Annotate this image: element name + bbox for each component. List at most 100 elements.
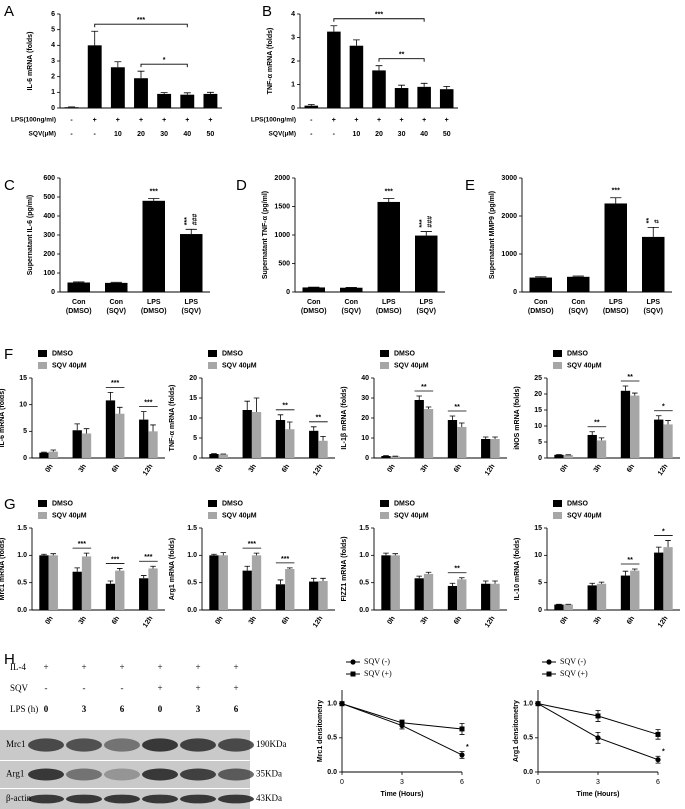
bar (663, 547, 673, 610)
condition-value: - (94, 131, 97, 138)
treatment-value: + (233, 662, 238, 672)
treatment-value: + (233, 683, 238, 693)
bar (563, 455, 573, 458)
point (339, 701, 345, 707)
error-bar (420, 231, 432, 236)
error-bar (458, 577, 465, 580)
x-tick-label: 0 (536, 779, 540, 786)
point (350, 659, 356, 665)
bar (218, 555, 228, 610)
blot-band (66, 738, 102, 752)
y-tick-label: 25 (534, 375, 542, 382)
error-bar (107, 580, 114, 584)
bar (457, 427, 467, 458)
x-tick-label: 3h (78, 615, 88, 626)
bar (275, 584, 286, 610)
significance-mark: ** (282, 403, 288, 410)
x-tick-label: Con (344, 299, 358, 306)
y-tick-label: 10 (361, 435, 369, 442)
x-tick-label: (SQV) (569, 308, 588, 315)
y-tick-label: 5 (23, 428, 27, 435)
condition-value: + (116, 117, 120, 124)
bar (390, 456, 400, 458)
condition-value: - (333, 131, 336, 138)
bar (302, 287, 325, 292)
y-tick-label: 1.0 (187, 552, 197, 559)
bar (377, 201, 400, 292)
x-tick-label: 3h (248, 463, 258, 474)
treatment-value: 0 (158, 704, 163, 714)
y-axis-label: Supernatant TNF-α (pg/ml) (262, 191, 269, 279)
x-tick-label: (SQV) (107, 308, 126, 315)
bar (64, 107, 79, 108)
bar (285, 429, 295, 458)
error-bar (665, 420, 671, 425)
x-tick-label: 3h (420, 463, 430, 474)
y-axis-label: IL-1β mRNA (folds) (341, 386, 348, 449)
y-axis-label: Mrc1 densitometry (317, 700, 324, 762)
y-tick-label: 5 (538, 580, 542, 587)
y-tick-label: 0.0 (523, 769, 533, 776)
bar (148, 568, 158, 610)
significance-mark: *** (419, 219, 426, 227)
x-tick-label: LPS (609, 299, 623, 306)
significance-bracket (94, 23, 188, 28)
bar (381, 456, 391, 458)
legend-label: DMSO (52, 350, 74, 357)
condition-label: LPS(100ng/ml) (11, 117, 56, 124)
error-bar (589, 431, 596, 435)
bar (318, 581, 328, 610)
bar (81, 556, 92, 610)
legend-swatch (553, 362, 562, 369)
panel-letter: E (465, 177, 475, 194)
condition-value: - (70, 131, 73, 138)
blot-band (104, 768, 140, 781)
y-tick-label: 4 (51, 42, 55, 49)
y-tick-label: 1.5 (17, 525, 27, 532)
bar (439, 89, 454, 108)
significance-mark: *** (375, 12, 383, 19)
condition-value: 50 (207, 131, 215, 138)
error-bar (383, 198, 395, 202)
bar (642, 236, 665, 292)
bar (72, 430, 82, 458)
error-bar (416, 575, 423, 579)
bar (148, 431, 158, 458)
y-tick-label: 20 (361, 415, 369, 422)
y-tick-label: 1.0 (359, 552, 369, 559)
y-tick-label: 4 (291, 11, 295, 18)
bar (180, 94, 195, 108)
panel-letter: B (262, 3, 272, 20)
error-bar (320, 577, 326, 582)
error-bar (310, 577, 317, 582)
y-tick-label: 0 (291, 105, 295, 112)
condition-value: + (445, 117, 449, 124)
significance-mark: *** (184, 217, 191, 225)
y-axis-label: Arg1 mRNA (folds) (169, 538, 176, 600)
significance-mark: ** (627, 374, 633, 381)
error-bar (74, 567, 81, 572)
bar (481, 583, 491, 610)
significance-mark: *** (111, 556, 119, 563)
y-tick-label: 600 (43, 175, 55, 182)
blot-band (218, 794, 254, 804)
error-bar (137, 70, 145, 79)
bar (209, 555, 219, 610)
legend-label: SQV 40μM (567, 512, 602, 519)
bar (327, 31, 341, 108)
condition-value: 30 (160, 131, 168, 138)
panel-letter: C (4, 177, 15, 194)
bar (529, 277, 552, 292)
bar (105, 282, 128, 292)
significance-mark: * (662, 749, 665, 756)
legend-label: DMSO (222, 350, 244, 357)
error-bar (589, 582, 596, 586)
treatment-value: + (157, 662, 162, 672)
bar (251, 555, 262, 610)
legend-label: DMSO (567, 350, 589, 357)
panel-letter: D (236, 177, 247, 194)
x-tick-label: LPS (646, 299, 660, 306)
x-tick-label: 6 (460, 779, 464, 786)
x-tick-label: 3 (400, 779, 404, 786)
